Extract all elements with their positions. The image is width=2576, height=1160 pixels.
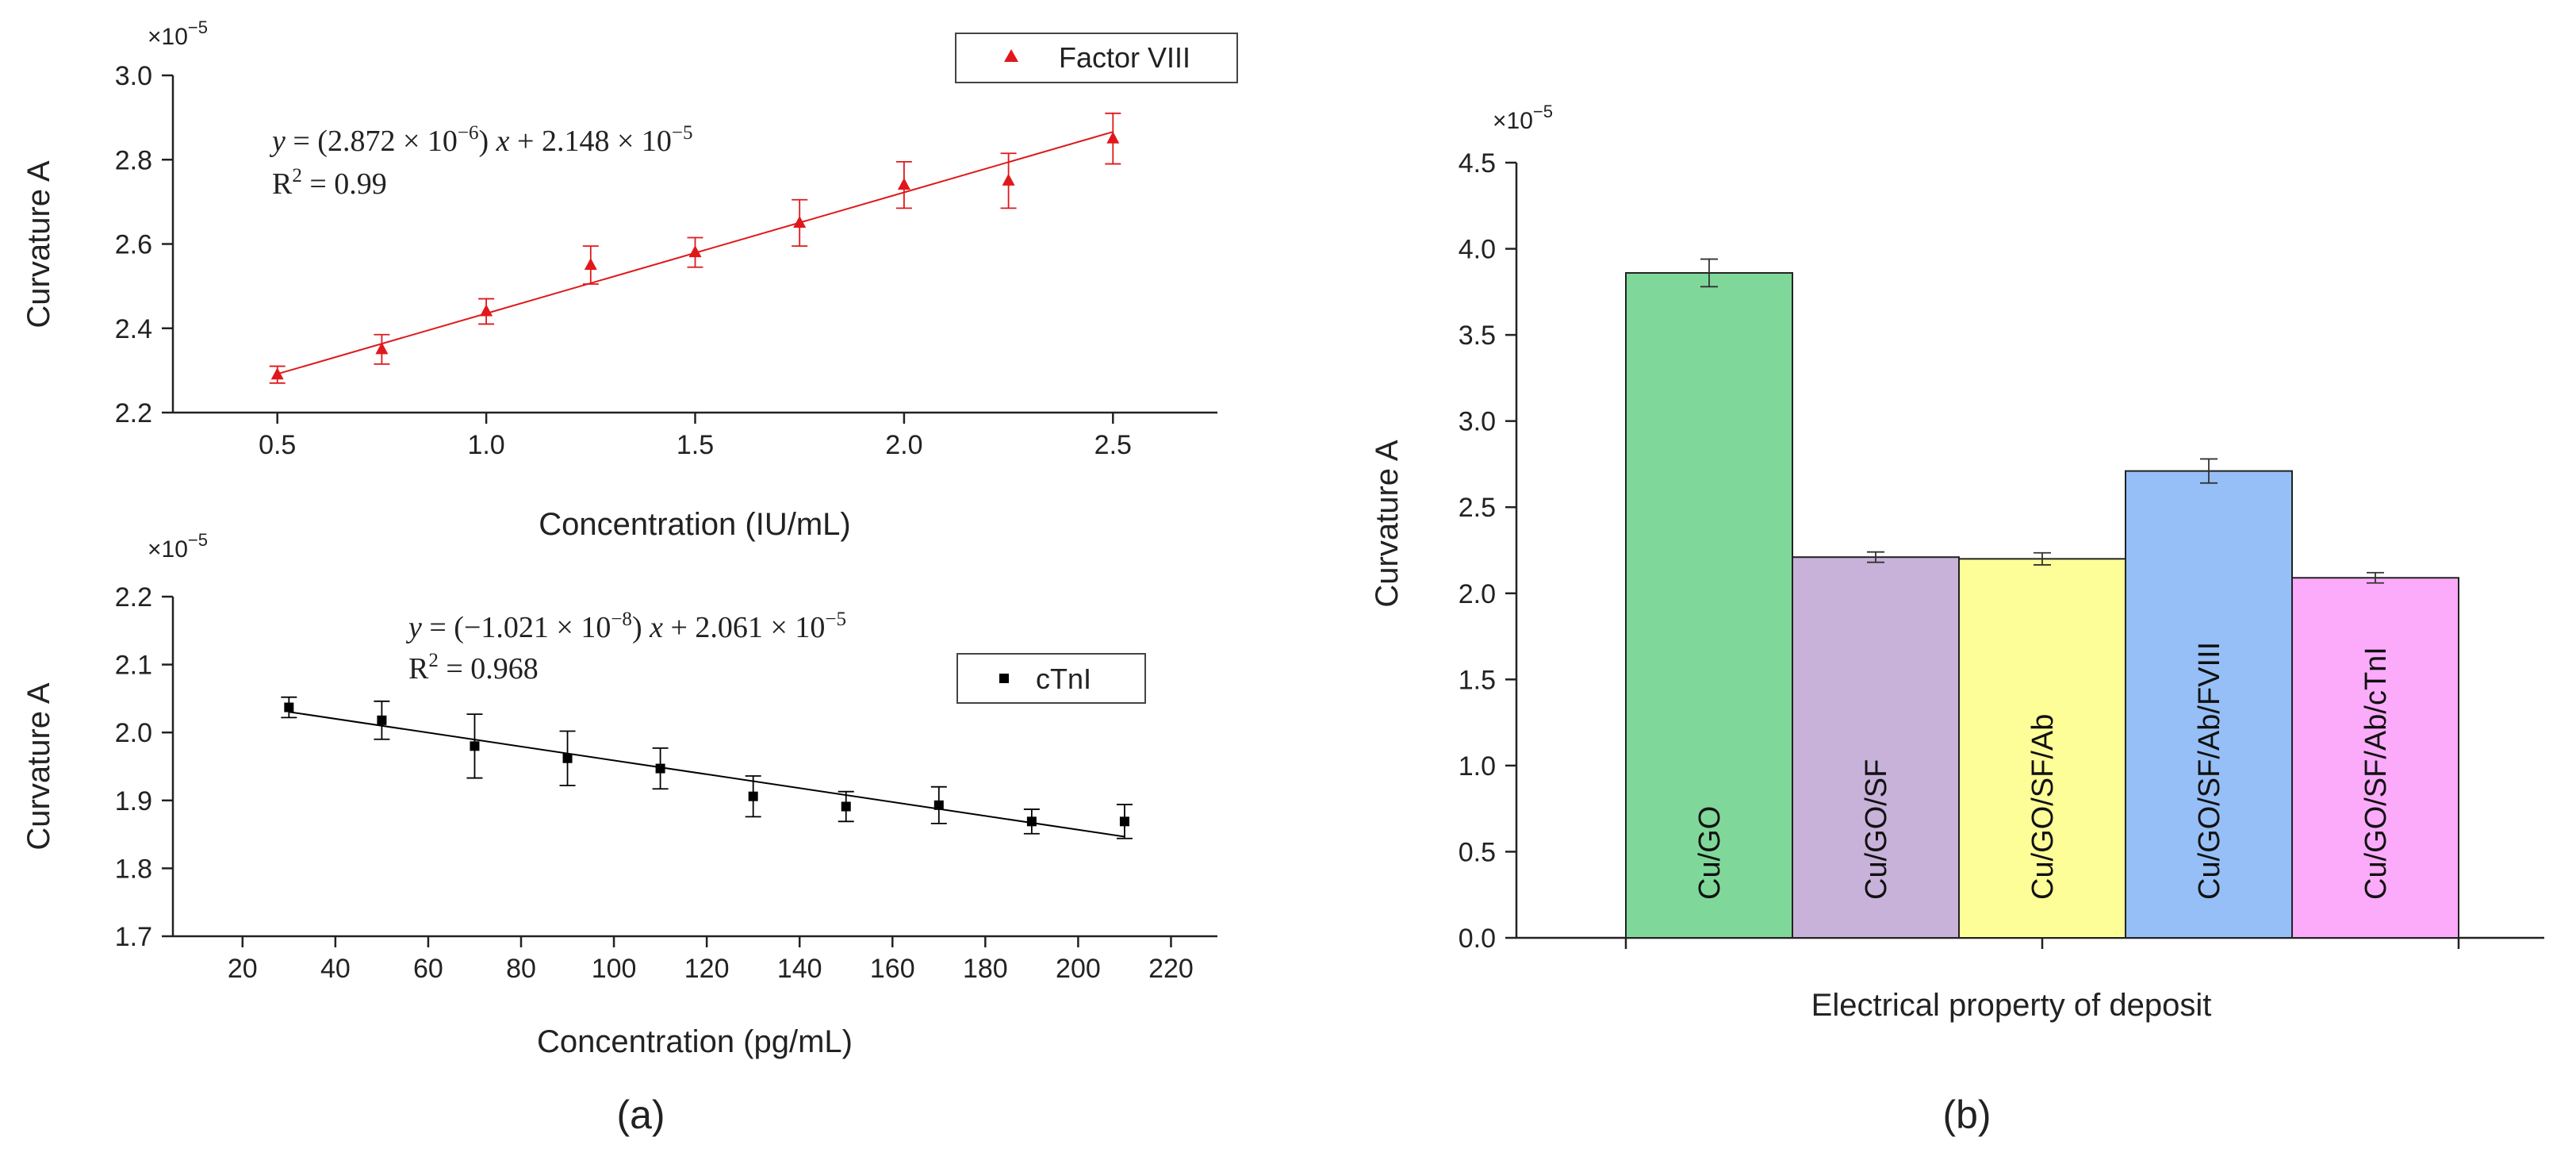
data-point [284, 702, 294, 713]
legend-label: cTnI [1036, 663, 1091, 695]
panel-label-a: (a) [616, 1093, 665, 1137]
data-point [470, 741, 480, 751]
data-point [562, 753, 573, 763]
y-tick-label: 1.8 [115, 854, 152, 884]
x-tick-label: 140 [777, 954, 822, 984]
legend-label: Factor VIII [1059, 41, 1190, 74]
error-bar [2034, 551, 2051, 566]
y-axis-label: Curvature A [21, 160, 56, 328]
data-point [688, 245, 702, 258]
x-tick-label: 220 [1148, 954, 1194, 984]
bar-label: Cu/GO/SF/Ab [2026, 714, 2060, 900]
y-tick-label: 1.5 [1459, 665, 1496, 695]
data-point [933, 800, 944, 810]
data-point [1026, 816, 1037, 827]
y-multiplier: ×10−5 [148, 530, 208, 563]
error-bar [2367, 571, 2384, 584]
x-tick-label: 1.0 [467, 430, 504, 460]
bar [1792, 556, 1960, 939]
y-tick-label: 2.5 [1459, 493, 1496, 523]
x-axis-label: Concentration (IU/mL) [539, 507, 850, 542]
x-axis-label: Electrical property of deposit [1811, 988, 2212, 1023]
x-tick-label: 60 [413, 954, 443, 984]
data-point [480, 304, 493, 317]
y-tick-label: 2.2 [115, 582, 152, 613]
legend-marker [999, 674, 1009, 683]
y-tick-label: 2.6 [115, 230, 152, 260]
y-tick-label: 3.0 [115, 61, 152, 91]
x-tick-label: 2.5 [1094, 430, 1132, 460]
data-point [1106, 131, 1120, 144]
data-point [270, 367, 284, 380]
bar-label: Cu/GO/SF/Ab/FVIII [2193, 642, 2226, 900]
data-point [377, 715, 387, 725]
x-tick-label: 0.5 [259, 430, 296, 460]
bar [1625, 271, 1793, 939]
error-bar [1700, 258, 1718, 288]
legend: cTnI [956, 653, 1146, 704]
x-tick-label: 40 [320, 954, 351, 984]
data-point [375, 342, 389, 355]
data-point [841, 801, 851, 812]
y-tick-label: 2.4 [115, 314, 152, 344]
y-tick-label: 4.5 [1459, 148, 1496, 179]
panel-label-b: (b) [1942, 1093, 1991, 1137]
x-axis-label: Concentration (pg/mL) [537, 1024, 853, 1059]
fit-equation: y = (2.872 × 10−6) x + 2.148 × 10−5 [269, 122, 693, 158]
x-tick-label: 1.5 [677, 430, 714, 460]
x-tick-label: 100 [592, 954, 637, 984]
x-tick-label: 2.0 [885, 430, 922, 460]
data-point [897, 178, 910, 190]
y-tick-label: 1.0 [1459, 751, 1496, 782]
bar-label: Cu/GO/SF [1860, 759, 1893, 900]
y-tick-label: 1.9 [115, 786, 152, 816]
r-squared: R2 = 0.968 [408, 650, 539, 686]
y-tick-label: 3.5 [1459, 321, 1496, 351]
y-multiplier: ×10−5 [1493, 102, 1553, 134]
x-tick-label: 80 [506, 954, 536, 984]
y-tick-label: 2.1 [115, 651, 152, 681]
data-point [793, 215, 807, 228]
data-point [584, 258, 597, 271]
error-bar [1867, 551, 1884, 563]
bar [1958, 558, 2126, 939]
y-tick-label: 0.0 [1459, 924, 1496, 954]
x-tick-label: 120 [684, 954, 730, 984]
bar [2291, 577, 2459, 939]
y-multiplier: ×10−5 [148, 17, 208, 50]
data-point [1002, 173, 1015, 186]
fit-equation: y = (−1.021 × 10−8) x + 2.061 × 10−5 [405, 609, 846, 644]
r-squared: R2 = 0.99 [272, 165, 387, 201]
data-point [655, 763, 665, 774]
x-tick-label: 20 [228, 954, 258, 984]
legend: Factor VIII [955, 33, 1238, 83]
y-tick-label: 2.8 [115, 145, 152, 175]
x-tick-label: 160 [870, 954, 915, 984]
chart-factor-viii: 0.5 1.0 1.5 2.0 2.5 2.2 2.4 2.6 2.8 3.0 ×10−5 Cur… [21, 17, 1238, 542]
error-bar [2200, 458, 2218, 484]
y-tick-label: 3.0 [1459, 407, 1496, 437]
bar-label: Cu/GO [1693, 806, 1727, 900]
x-tick-label: 180 [963, 954, 1008, 984]
y-tick-label: 4.0 [1459, 235, 1496, 265]
fit-line [289, 711, 1125, 838]
legend-marker [1004, 49, 1018, 62]
y-tick-label: 0.5 [1459, 837, 1496, 867]
bar-label: Cu/GO/SF/Ab/cTnI [2359, 647, 2393, 900]
data-point [748, 791, 758, 801]
x-tick-label: 200 [1056, 954, 1101, 984]
y-tick-label: 1.7 [115, 922, 152, 952]
chart-ctni: 20 40 60 80 100 120 140 160 180 200 220 1.7 1.8 1.9 2.… [21, 530, 1217, 1059]
y-tick-label: 2.0 [115, 718, 152, 748]
y-axis-label: Curvature A [21, 682, 56, 851]
y-tick-label: 2.2 [115, 398, 152, 428]
data-point [1119, 816, 1129, 827]
y-tick-label: 2.0 [1459, 579, 1496, 609]
y-axis-label: Curvature A [1370, 440, 1405, 608]
chart-deposit-bars: 0.0 0.5 1.0 1.5 2.0 2.5 3.0 3.5 4.0 4.5 Cu/GO Cu/G… [1370, 102, 2544, 1023]
